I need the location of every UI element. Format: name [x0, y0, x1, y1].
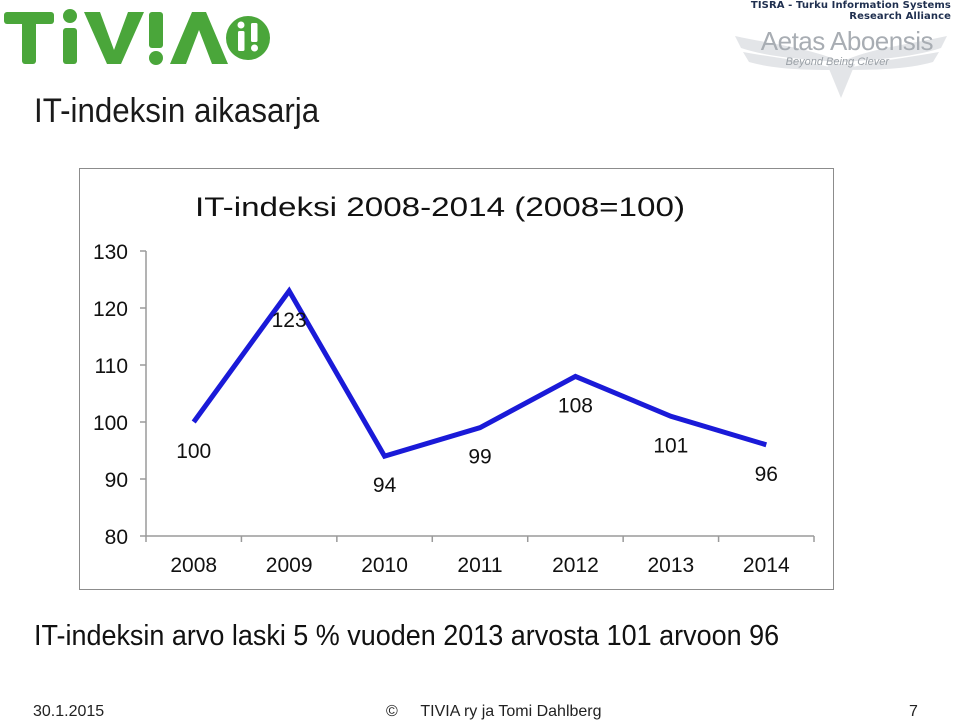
- summary-text: IT-indeksin arvo laski 5 % vuoden 2013 a…: [34, 620, 780, 652]
- tivia-logo-graphic: [4, 9, 270, 65]
- x-tick-label: 2014: [743, 554, 790, 577]
- copyright-symbol: ©: [386, 703, 398, 720]
- chart-title: IT-indeksi 2008-2014 (2008=100): [195, 192, 685, 222]
- data-label: 94: [373, 474, 397, 497]
- x-tick-label: 2009: [266, 554, 313, 577]
- footer-copyright: © TIVIA ry ja Tomi Dahlberg: [386, 703, 602, 721]
- tivia-logo: [4, 6, 270, 68]
- data-label: 99: [468, 446, 491, 469]
- partner-name: Aetas Aboensis: [760, 26, 934, 56]
- chart-frame: IT-indeksi 2008-2014 (2008=100) 80 90 100 1…: [79, 168, 834, 590]
- x-tick-label: 2011: [457, 554, 502, 577]
- page-number: 7: [909, 703, 918, 720]
- data-label: 108: [558, 394, 593, 417]
- slide-title: IT-indeksin aikasarja: [34, 92, 320, 130]
- partner-logo: TISRA - Turku Information Systems Resear…: [721, 0, 951, 100]
- data-label: 123: [272, 309, 307, 332]
- footer-author: TIVIA ry ja Tomi Dahlberg: [420, 703, 602, 720]
- data-label: 101: [653, 434, 688, 457]
- x-tick-label: 2012: [552, 554, 599, 577]
- data-label: 96: [755, 463, 778, 486]
- y-tick-label: 110: [95, 355, 128, 378]
- partner-tagline: Beyond Being Clever: [785, 56, 889, 68]
- footer-date: 30.1.2015: [33, 703, 105, 720]
- partner-line: TISRA - Turku Information Systems Resear…: [750, 0, 951, 22]
- data-label: 100: [176, 440, 211, 463]
- x-tick-label: 2008: [170, 554, 217, 577]
- x-tick-label: 2010: [361, 554, 408, 577]
- line-chart: IT-indeksi 2008-2014 (2008=100) 80 90 100 1…: [93, 192, 815, 577]
- y-tick-label: 120: [93, 298, 128, 321]
- y-tick-label: 130: [93, 241, 128, 264]
- y-tick-label: 80: [105, 526, 128, 549]
- y-tick-label: 90: [105, 469, 128, 492]
- wing-emblem-icon: [735, 36, 947, 98]
- y-tick-label: 100: [93, 412, 128, 435]
- x-tick-label: 2013: [647, 554, 694, 577]
